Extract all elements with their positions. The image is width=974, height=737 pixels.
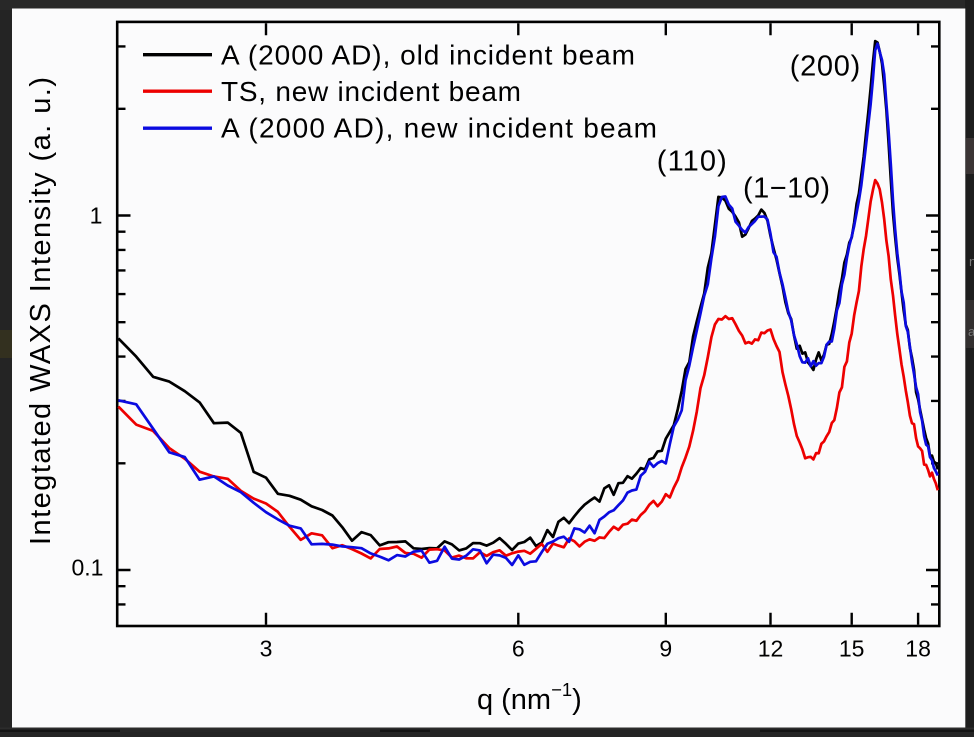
svg-text:15: 15 — [839, 636, 865, 662]
svg-text:Integtated WAXS Intensity (a.: Integtated WAXS Intensity (a. u.) — [25, 77, 57, 545]
svg-text:6: 6 — [512, 636, 525, 662]
svg-text:A (2000 AD), new incident beam: A (2000 AD), new incident beam — [221, 112, 657, 143]
svg-text:0.1: 0.1 — [72, 555, 104, 581]
svg-text:(200): (200) — [790, 51, 861, 83]
svg-text:1: 1 — [90, 203, 103, 229]
svg-text:18: 18 — [905, 636, 931, 662]
svg-text:TS, new incident beam: TS, new incident beam — [221, 76, 521, 107]
svg-text:3: 3 — [260, 636, 273, 662]
svg-text:a: a — [968, 324, 974, 339]
svg-text:9: 9 — [659, 636, 672, 662]
svg-text:(110): (110) — [657, 146, 727, 178]
svg-text:A (2000 AD), old incident beam: A (2000 AD), old incident beam — [221, 39, 635, 70]
svg-text:n: n — [969, 254, 974, 269]
svg-text:(1−10): (1−10) — [743, 173, 830, 205]
svg-text:12: 12 — [758, 636, 784, 662]
